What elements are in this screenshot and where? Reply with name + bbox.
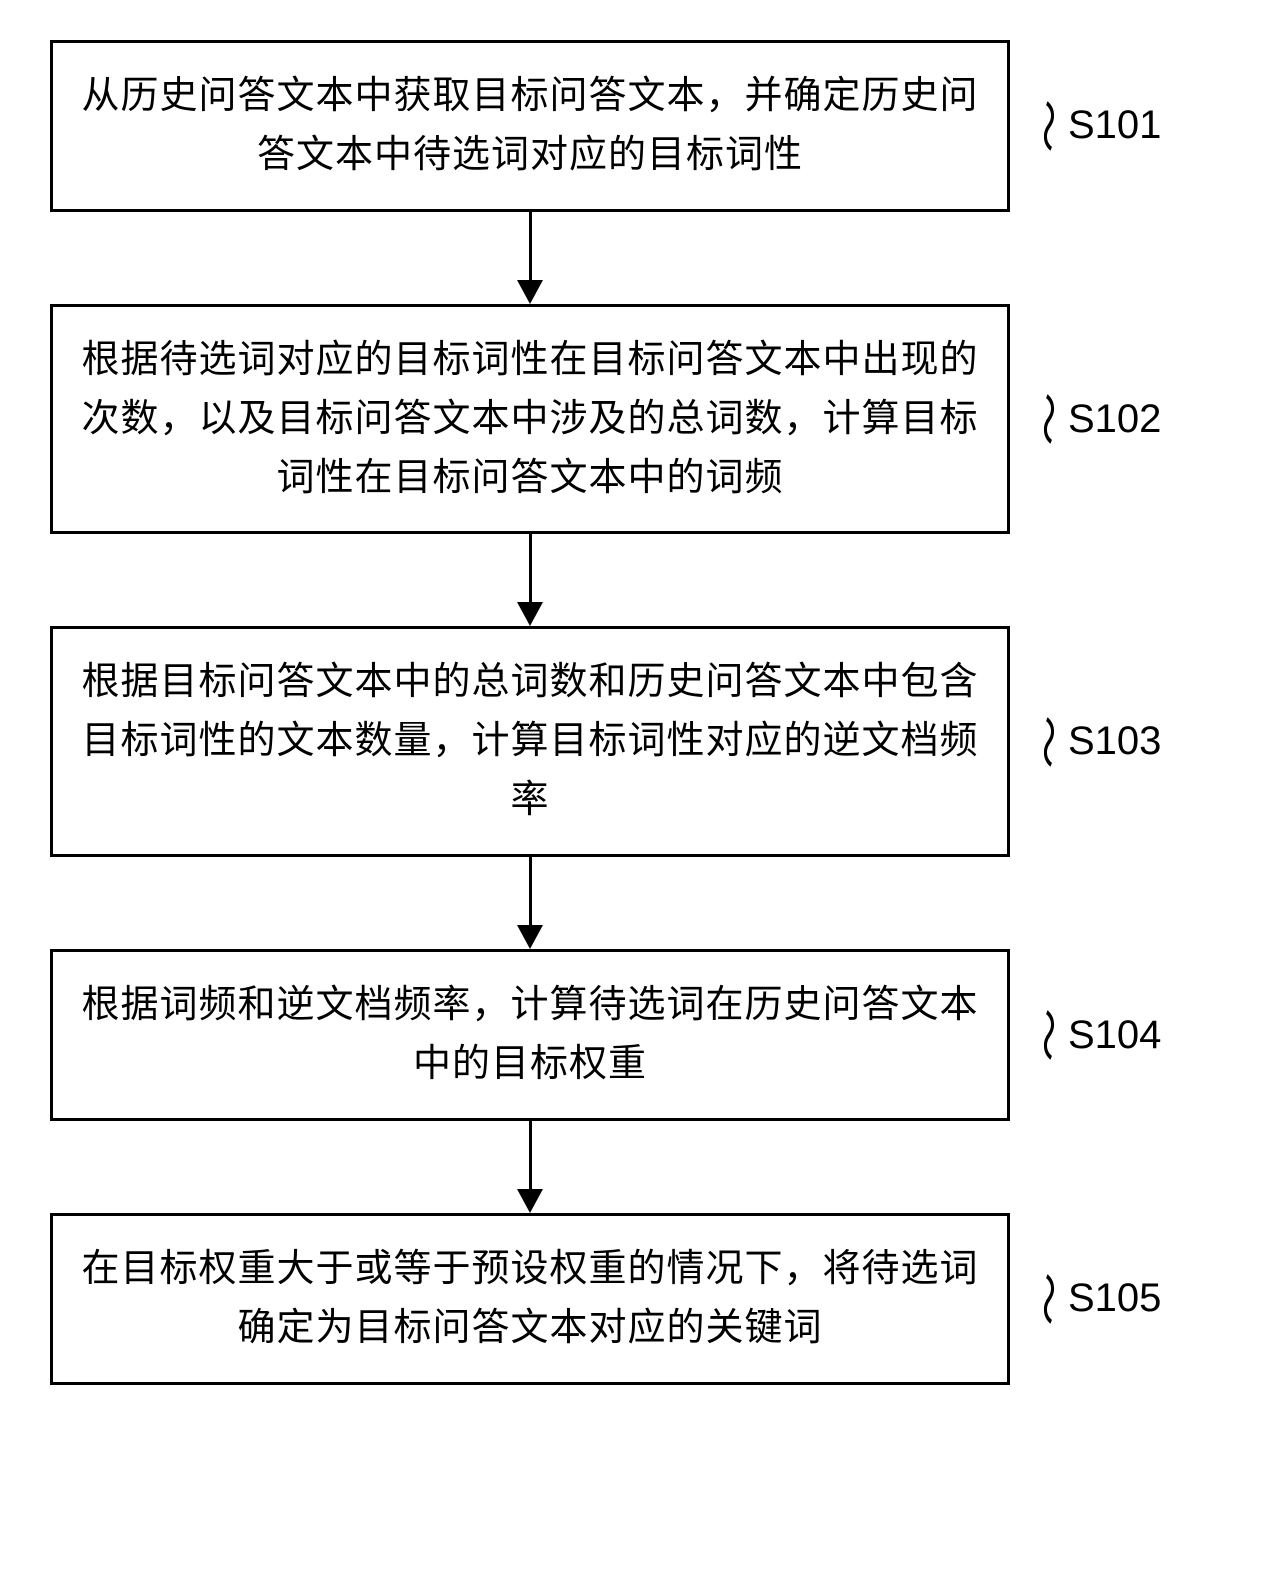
step-row: 从历史问答文本中获取目标问答文本，并确定历史问答文本中待选词对应的目标词性 〜 … <box>50 40 1235 212</box>
brace-icon: 〜 <box>1028 715 1066 769</box>
step-label-wrap: 〜 S103 <box>1020 715 1161 769</box>
arrow-head <box>517 280 543 304</box>
step-row: 根据词频和逆文档频率，计算待选词在历史问答文本中的目标权重 〜 S104 <box>50 949 1235 1121</box>
step-row: 根据待选词对应的目标词性在目标问答文本中出现的次数，以及目标问答文本中涉及的总词… <box>50 304 1235 535</box>
flowchart-container: 从历史问答文本中获取目标问答文本，并确定历史问答文本中待选词对应的目标词性 〜 … <box>50 40 1235 1385</box>
step-id: S103 <box>1068 719 1161 764</box>
arrow-col <box>50 212 1010 304</box>
step-box-2: 根据待选词对应的目标词性在目标问答文本中出现的次数，以及目标问答文本中涉及的总词… <box>50 304 1010 535</box>
step-label-wrap: 〜 S105 <box>1020 1272 1161 1326</box>
step-label-wrap: 〜 S101 <box>1020 99 1161 153</box>
step-id: S104 <box>1068 1013 1161 1058</box>
step-box-5: 在目标权重大于或等于预设权重的情况下，将待选词确定为目标问答文本对应的关键词 <box>50 1213 1010 1385</box>
step-box-4: 根据词频和逆文档频率，计算待选词在历史问答文本中的目标权重 <box>50 949 1010 1121</box>
step-id: S101 <box>1068 103 1161 148</box>
arrow-col <box>50 534 1010 626</box>
arrow-col <box>50 857 1010 949</box>
arrow-shaft <box>529 212 532 280</box>
step-text: 从历史问答文本中获取目标问答文本，并确定历史问答文本中待选词对应的目标词性 <box>81 67 979 185</box>
brace-icon: 〜 <box>1028 1272 1066 1326</box>
step-text: 根据词频和逆文档频率，计算待选词在历史问答文本中的目标权重 <box>81 976 979 1094</box>
step-label-wrap: 〜 S102 <box>1020 392 1161 446</box>
step-text: 根据目标问答文本中的总词数和历史问答文本中包含目标词性的文本数量，计算目标词性对… <box>81 653 979 830</box>
step-box-3: 根据目标问答文本中的总词数和历史问答文本中包含目标词性的文本数量，计算目标词性对… <box>50 626 1010 857</box>
step-label-wrap: 〜 S104 <box>1020 1008 1161 1062</box>
brace-icon: 〜 <box>1028 1008 1066 1062</box>
arrow-shaft <box>529 857 532 925</box>
arrow-head <box>517 925 543 949</box>
brace-icon: 〜 <box>1028 99 1066 153</box>
brace-icon: 〜 <box>1028 392 1066 446</box>
step-box-1: 从历史问答文本中获取目标问答文本，并确定历史问答文本中待选词对应的目标词性 <box>50 40 1010 212</box>
arrow-head <box>517 1189 543 1213</box>
step-row: 在目标权重大于或等于预设权重的情况下，将待选词确定为目标问答文本对应的关键词 〜… <box>50 1213 1235 1385</box>
arrow-shaft <box>529 534 532 602</box>
step-text: 根据待选词对应的目标词性在目标问答文本中出现的次数，以及目标问答文本中涉及的总词… <box>81 331 979 508</box>
step-row: 根据目标问答文本中的总词数和历史问答文本中包含目标词性的文本数量，计算目标词性对… <box>50 626 1235 857</box>
step-id: S102 <box>1068 397 1161 442</box>
arrow-col <box>50 1121 1010 1213</box>
step-id: S105 <box>1068 1276 1161 1321</box>
step-text: 在目标权重大于或等于预设权重的情况下，将待选词确定为目标问答文本对应的关键词 <box>81 1240 979 1358</box>
arrow-shaft <box>529 1121 532 1189</box>
arrow-head <box>517 602 543 626</box>
